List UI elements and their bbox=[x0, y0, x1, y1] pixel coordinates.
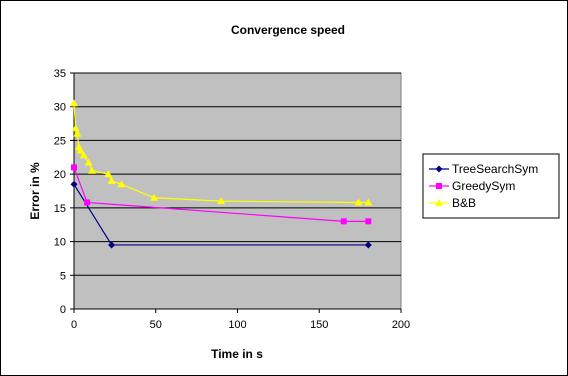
legend-item-1: GreedySym bbox=[429, 179, 515, 193]
y-tick-label: 30 bbox=[54, 102, 66, 114]
legend-items: TreeSearchSym GreedySym B&B bbox=[429, 162, 538, 210]
data-point bbox=[365, 218, 372, 225]
data-point bbox=[108, 241, 116, 249]
legend-label: B&B bbox=[452, 196, 476, 210]
legend-item-2: B&B bbox=[429, 196, 476, 210]
data-point bbox=[364, 241, 372, 249]
y-tick-labels: 0 5 10 15 20 25 30 35 bbox=[54, 68, 66, 316]
data-point bbox=[70, 180, 78, 188]
data-point bbox=[70, 99, 78, 107]
legend-swatch-marker bbox=[435, 165, 443, 173]
series-2 bbox=[70, 99, 373, 206]
y-tick-label: 5 bbox=[60, 270, 66, 282]
data-point bbox=[71, 164, 77, 171]
legend-label: GreedySym bbox=[452, 179, 515, 193]
legend-label: TreeSearchSym bbox=[452, 162, 538, 176]
y-axis-title: Error in % bbox=[28, 162, 42, 220]
legend-swatch-marker bbox=[435, 199, 443, 206]
data-point bbox=[217, 197, 226, 205]
series-layer bbox=[70, 99, 373, 249]
y-tick-label: 10 bbox=[54, 237, 66, 249]
legend-item-0: TreeSearchSym bbox=[429, 162, 538, 176]
plot-area bbox=[73, 72, 402, 310]
data-point bbox=[107, 176, 116, 184]
grid-lines bbox=[74, 72, 401, 276]
data-point bbox=[104, 170, 113, 178]
y-tick-label: 20 bbox=[54, 169, 66, 181]
x-tick-label: 50 bbox=[150, 319, 162, 331]
data-point bbox=[87, 166, 96, 174]
x-axis-title: Time in s bbox=[211, 347, 263, 361]
x-tick-labels: 0 50 100 150 200 bbox=[71, 319, 410, 331]
data-point bbox=[71, 124, 80, 132]
x-tick-label: 100 bbox=[228, 319, 246, 331]
data-point bbox=[354, 198, 363, 206]
data-point bbox=[364, 198, 373, 206]
series-line bbox=[73, 167, 369, 222]
data-point bbox=[73, 129, 82, 137]
data-point bbox=[340, 218, 347, 225]
y-tick-label: 35 bbox=[54, 68, 66, 80]
data-point bbox=[84, 199, 91, 206]
data-point bbox=[150, 193, 159, 201]
data-point bbox=[117, 180, 126, 188]
data-point bbox=[76, 146, 85, 154]
x-tick-label: 0 bbox=[71, 319, 77, 331]
legend-swatch-marker bbox=[436, 183, 442, 189]
data-point bbox=[79, 151, 88, 159]
series-1 bbox=[71, 164, 372, 225]
chart-title: Convergence speed bbox=[231, 23, 345, 37]
data-point bbox=[84, 158, 93, 166]
y-tick-label: 15 bbox=[54, 203, 66, 215]
y-tick-label: 25 bbox=[54, 135, 66, 147]
x-tick-label: 200 bbox=[392, 319, 410, 331]
y-tick-label: 0 bbox=[60, 304, 66, 316]
x-tick-label: 150 bbox=[310, 319, 328, 331]
